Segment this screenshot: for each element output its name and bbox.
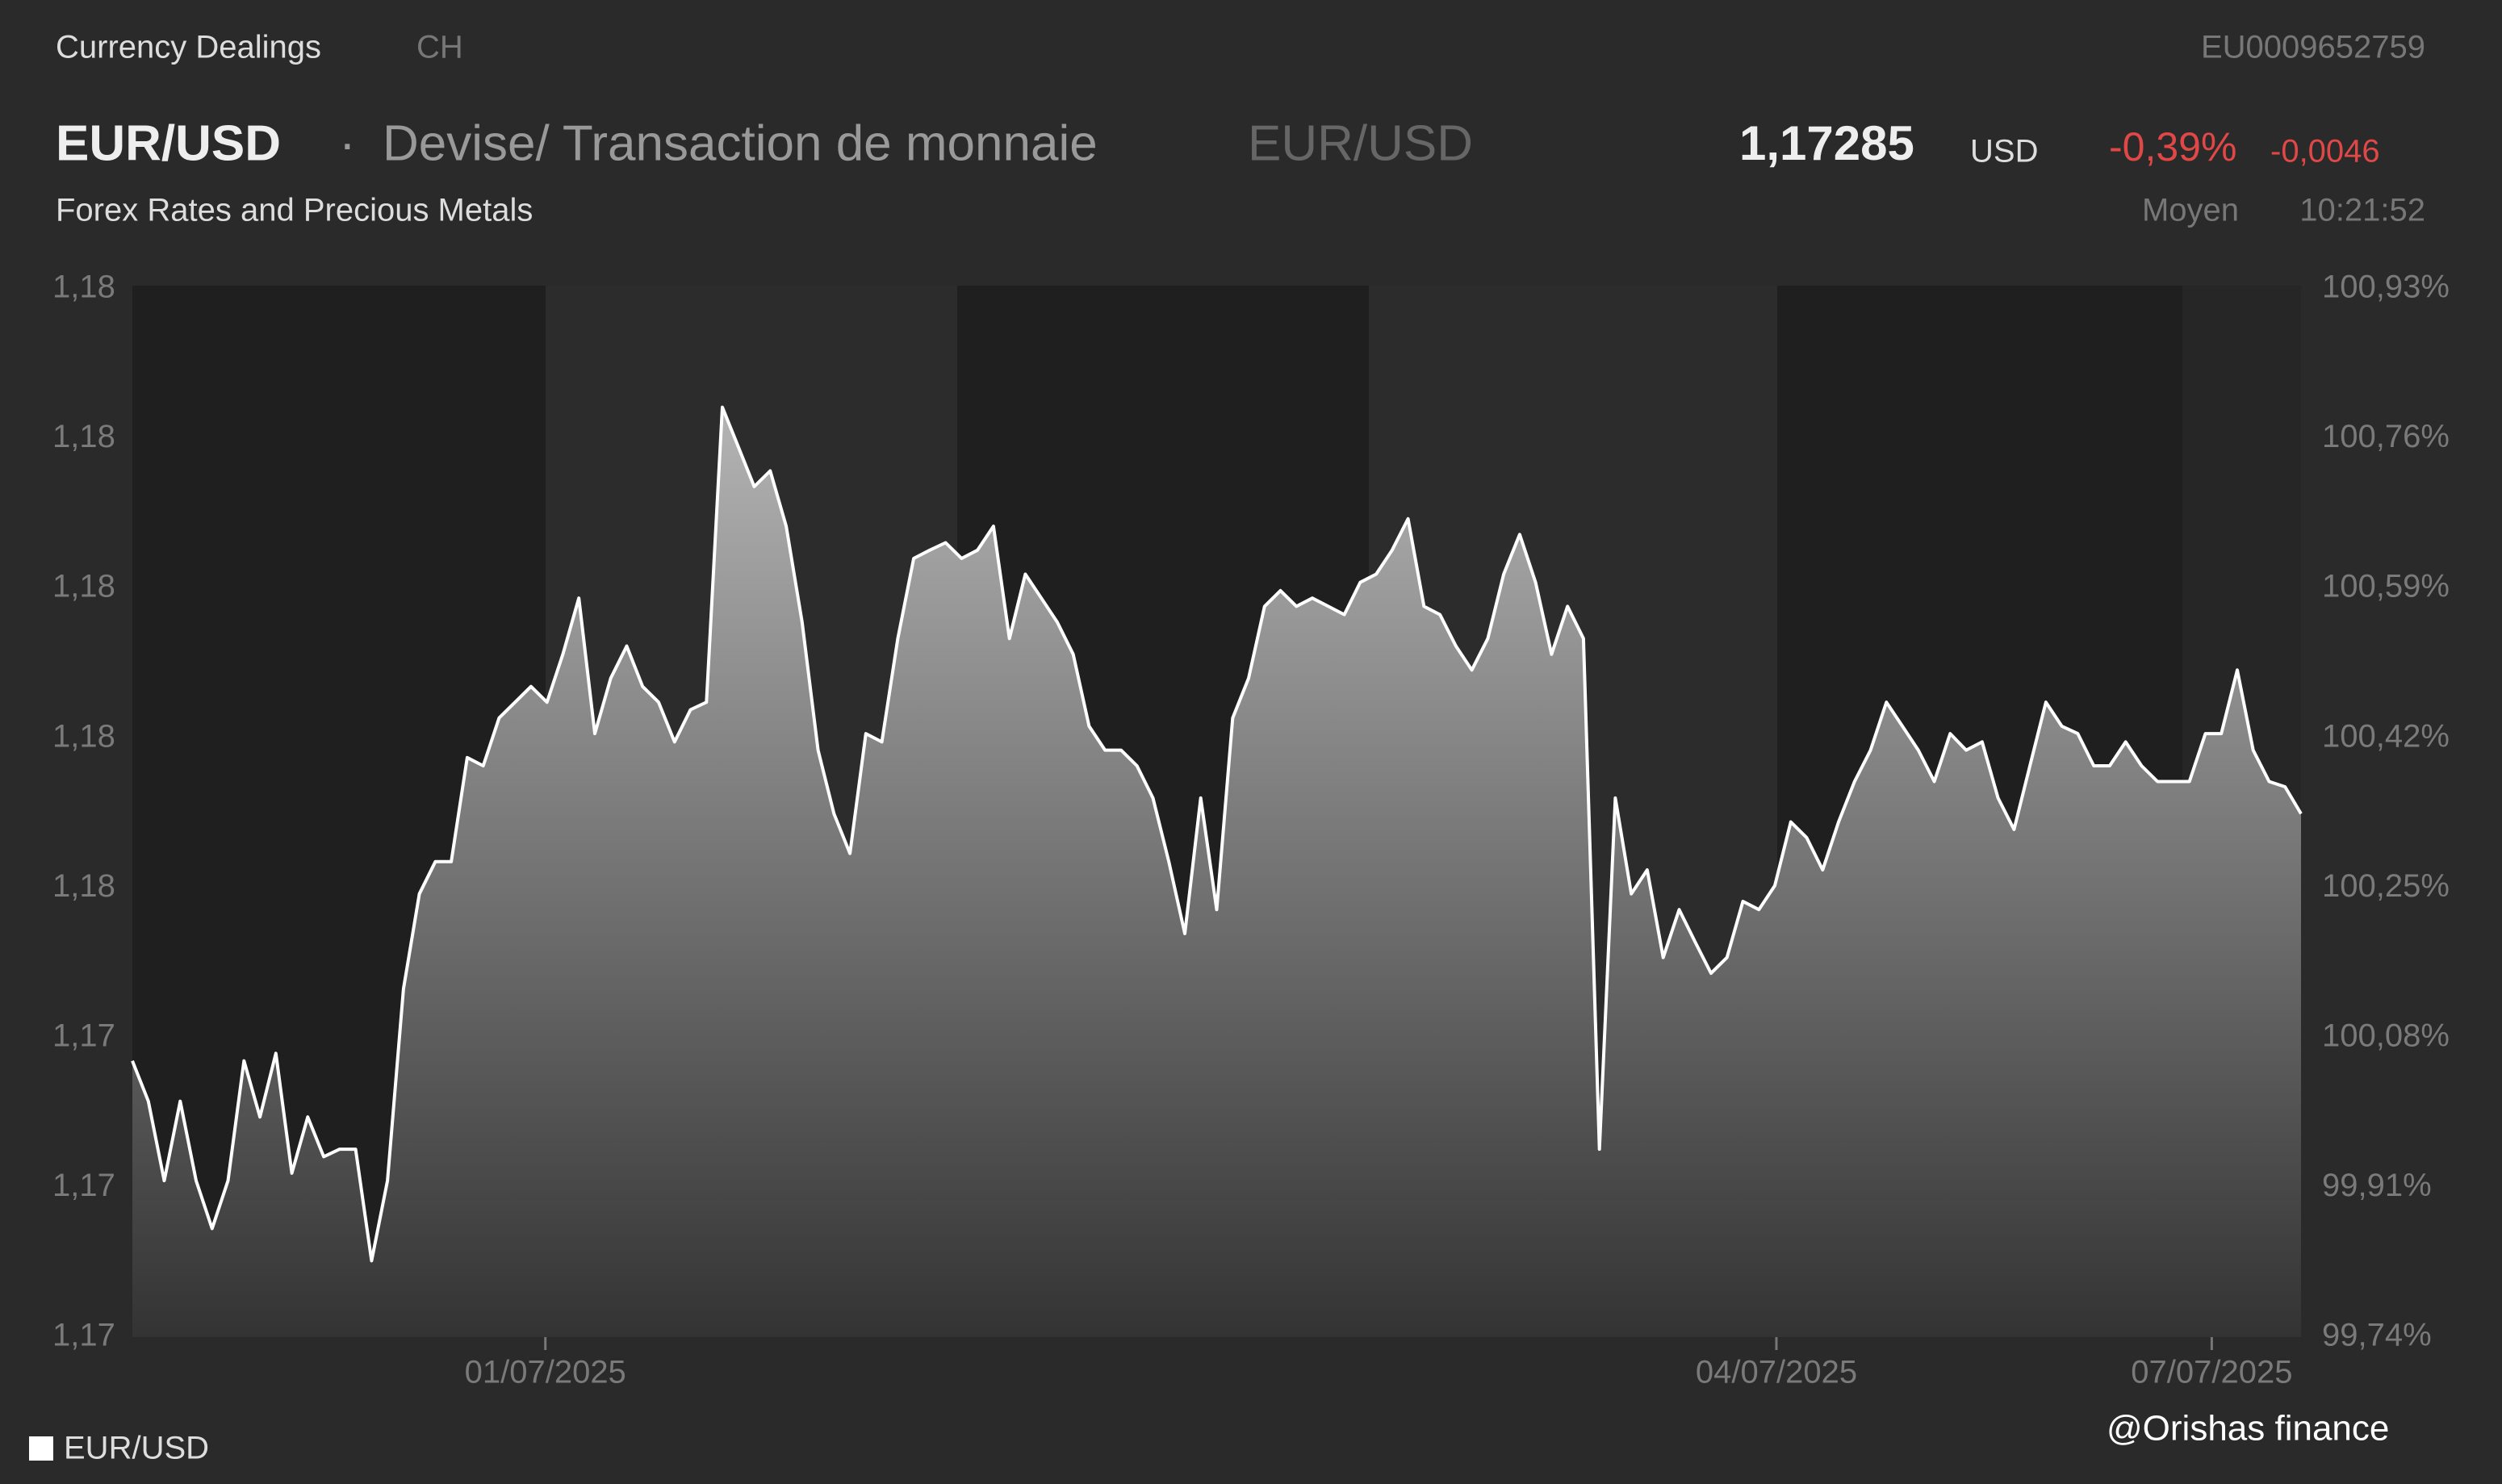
x-tick-label: 04/07/2025 <box>1696 1355 1857 1390</box>
area-fill <box>132 407 2301 1338</box>
x-tick-label: 07/07/2025 <box>2131 1355 2292 1390</box>
y2-tick-label: 100,93% <box>2322 270 2450 305</box>
currency: USD <box>1970 134 2038 169</box>
y2-tick-label: 100,76% <box>2322 419 2450 454</box>
price-line <box>131 405 2303 1263</box>
legend-swatch <box>29 1436 53 1461</box>
y2-tick-label: 100,25% <box>2322 868 2450 904</box>
change-abs: -0,0046 <box>2270 134 2380 169</box>
y2-tick-label: 99,74% <box>2322 1318 2432 1353</box>
isin: EU0009652759 <box>2201 30 2425 65</box>
price: 1,17285 <box>1739 116 1914 170</box>
y-tick-label: 1,17 <box>52 1018 115 1053</box>
quote-type: Moyen <box>2142 193 2239 228</box>
legend-label: EUR/USD <box>64 1431 209 1466</box>
time: 10:21:52 <box>2299 193 2425 228</box>
y-tick-label: 1,18 <box>52 270 115 305</box>
y-tick-label: 1,17 <box>52 1318 115 1353</box>
y2-tick-label: 100,42% <box>2322 718 2450 754</box>
y2-tick-label: 99,91% <box>2322 1168 2432 1203</box>
symbol: EUR/USD <box>56 115 281 171</box>
y2-tick-label: 100,08% <box>2322 1018 2450 1053</box>
y-tick-label: 1,18 <box>52 718 115 754</box>
y2-tick-label: 100,59% <box>2322 569 2450 604</box>
watermark: @Orishas finance <box>2107 1409 2389 1448</box>
x-tick-label: 01/07/2025 <box>465 1355 626 1390</box>
change-pct: -0,39% <box>2109 124 2236 169</box>
y-tick-label: 1,18 <box>52 569 115 604</box>
description: Devise/ Transaction de monnaie <box>383 115 1098 171</box>
y-tick-label: 1,18 <box>52 419 115 454</box>
category: Forex Rates and Precious Metals <box>56 193 533 228</box>
country: CH <box>416 30 463 65</box>
section: Currency Dealings <box>56 30 321 65</box>
y-tick-label: 1,17 <box>52 1168 115 1203</box>
y-tick-label: 1,18 <box>52 868 115 904</box>
plot <box>131 405 2303 1338</box>
symbol-alt: EUR/USD <box>1248 115 1473 171</box>
separator: · <box>339 115 356 171</box>
